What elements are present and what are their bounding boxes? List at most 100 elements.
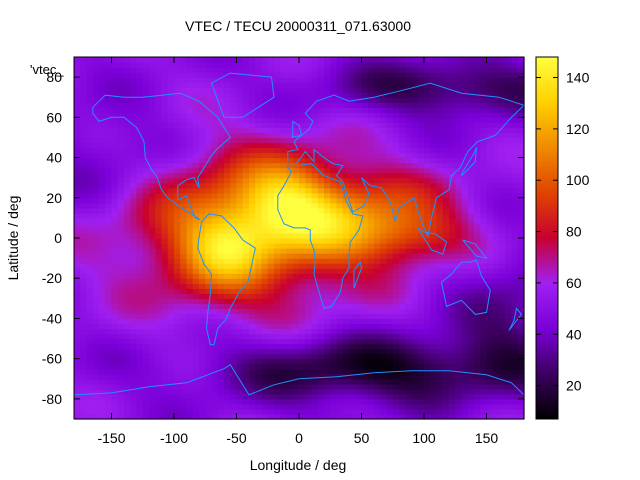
heat-cell — [242, 82, 250, 88]
heat-cell — [280, 323, 288, 330]
heat-cell — [167, 87, 175, 93]
heat-cell — [299, 82, 306, 88]
heat-cell — [411, 182, 419, 189]
heat-cell — [405, 92, 413, 98]
heat-cell — [299, 343, 306, 350]
heat-cell — [92, 273, 100, 279]
heat-cell — [449, 212, 456, 219]
heat-cell — [317, 87, 325, 93]
heat-cell — [211, 373, 219, 380]
heat-cell — [217, 398, 225, 405]
heat-cell — [130, 238, 138, 244]
heat-cell — [211, 318, 219, 325]
heat-cell — [255, 298, 263, 304]
heat-cell — [317, 62, 325, 68]
heat-cell — [224, 222, 231, 229]
heat-cell — [124, 338, 131, 345]
heat-cell — [380, 338, 388, 345]
heat-cell — [130, 343, 138, 350]
heat-cell — [355, 398, 363, 405]
heat-cell — [436, 393, 444, 400]
heat-cell — [505, 283, 513, 289]
heat-cell — [355, 122, 363, 128]
heat-cell — [211, 227, 219, 234]
heat-cell — [424, 182, 431, 189]
heat-cell — [186, 353, 194, 360]
heat-cell — [292, 298, 300, 304]
heat-cell — [292, 217, 300, 224]
heat-cell — [436, 232, 444, 239]
heat-cell — [392, 182, 400, 189]
heat-cell — [380, 313, 388, 320]
heat-cell — [180, 202, 188, 209]
heat-cell — [199, 117, 206, 123]
heat-cell — [192, 268, 200, 274]
heat-cell — [399, 378, 406, 385]
heat-cell — [186, 383, 194, 390]
heat-cell — [374, 273, 381, 279]
heat-cell — [286, 122, 294, 128]
heat-cell — [392, 177, 400, 184]
heat-cell — [380, 388, 388, 395]
heat-cell — [224, 217, 231, 224]
heat-cell — [374, 152, 381, 159]
heat-cell — [455, 353, 463, 360]
heat-cell — [105, 373, 113, 380]
heat-cell — [155, 102, 163, 108]
heat-cell — [86, 222, 94, 229]
heat-cell — [217, 167, 225, 174]
heat-cell — [286, 142, 294, 149]
heat-cell — [305, 147, 313, 154]
heat-cell — [186, 253, 194, 259]
heat-cell — [80, 318, 88, 325]
heat-cell — [374, 268, 381, 274]
heat-cell — [499, 333, 506, 340]
heat-cell — [386, 323, 394, 330]
heat-cell — [92, 87, 100, 93]
heat-cell — [380, 253, 388, 259]
heat-cell — [242, 328, 250, 335]
heat-cell — [324, 127, 331, 134]
heat-cell — [111, 348, 119, 355]
heat-cell — [392, 122, 400, 128]
heat-cell — [130, 303, 138, 309]
heat-cell — [417, 92, 425, 98]
heat-cell — [336, 263, 344, 269]
heat-cell — [499, 278, 506, 284]
heat-cell — [261, 318, 269, 325]
heat-cell — [417, 202, 425, 209]
heat-cell — [305, 403, 313, 410]
heat-cell — [161, 82, 169, 88]
heat-cell — [292, 273, 300, 279]
heat-cell — [311, 308, 319, 315]
heat-cell — [492, 157, 500, 164]
heat-cell — [192, 258, 200, 264]
heat-cell — [342, 62, 350, 68]
heat-cell — [280, 187, 288, 194]
heat-cell — [180, 97, 188, 103]
heat-cell — [167, 112, 175, 118]
heat-cell — [155, 393, 163, 400]
heat-cell — [430, 212, 438, 219]
heat-cell — [167, 373, 175, 380]
heat-cell — [149, 408, 156, 415]
heat-cell — [267, 207, 275, 214]
heat-cell — [411, 192, 419, 199]
heat-cell — [330, 318, 338, 325]
heat-cell — [455, 278, 463, 284]
heat-cell — [155, 258, 163, 264]
heat-cell — [167, 57, 175, 63]
heat-cell — [361, 132, 369, 139]
heat-cell — [86, 338, 94, 345]
heat-cell — [155, 398, 163, 405]
heat-cell — [249, 142, 256, 149]
heat-cell — [155, 157, 163, 164]
heat-cell — [292, 403, 300, 410]
heat-cell — [130, 348, 138, 355]
heat-cell — [486, 408, 494, 415]
heat-cell — [330, 338, 338, 345]
heat-cell — [136, 248, 144, 254]
heat-cell — [230, 132, 238, 139]
heat-cell — [311, 67, 319, 73]
heat-cell — [436, 308, 444, 315]
